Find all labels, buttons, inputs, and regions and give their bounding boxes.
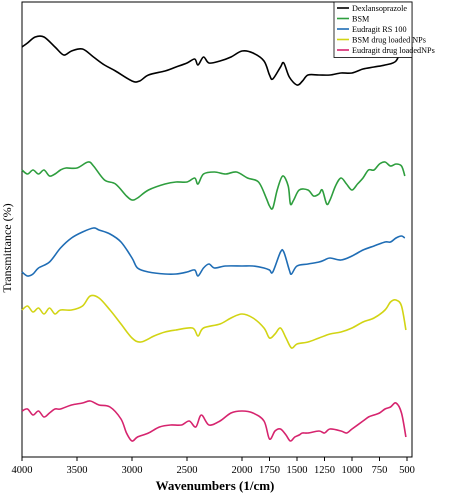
- legend-label: BSM: [352, 15, 370, 24]
- legend-label: BSM drug loaded NPs: [352, 36, 426, 45]
- x-tick-label: 2000: [232, 465, 253, 476]
- x-axis: 4000 3500 3000 2500 2000 1750 1500 1250 1000 750 5…: [12, 457, 415, 476]
- plot-frame: [21, 1, 413, 458]
- x-tick-label: 3000: [122, 465, 143, 476]
- legend-label: Eudragit RS 100: [352, 25, 407, 34]
- x-tick-label: 3500: [67, 465, 88, 476]
- series-line-4: [21, 294, 407, 349]
- y-axis-label: Transmittance (%): [0, 203, 14, 292]
- series-line-3: [21, 227, 406, 277]
- series-line-2: [21, 161, 406, 210]
- x-tick-label: 2500: [177, 465, 198, 476]
- series-line-1: [21, 34, 407, 86]
- plot-border: [21, 1, 413, 458]
- x-axis-label: Wavenumbers (1/cm): [156, 478, 275, 493]
- x-tick-label: 750: [372, 465, 388, 476]
- series-layer: [21, 34, 407, 442]
- x-tick-label: 1250: [314, 465, 335, 476]
- x-tick-label: 500: [399, 465, 415, 476]
- x-tick-label: 1750: [259, 465, 280, 476]
- x-tick-label: 4000: [12, 465, 33, 476]
- x-tick-label: 1500: [287, 465, 308, 476]
- series-line-5: [21, 400, 407, 442]
- legend-label: Dexlansoprazole: [352, 4, 407, 13]
- x-tick-label: 1000: [342, 465, 363, 476]
- legend-label: Eudragit drug loadedNPs: [352, 46, 435, 55]
